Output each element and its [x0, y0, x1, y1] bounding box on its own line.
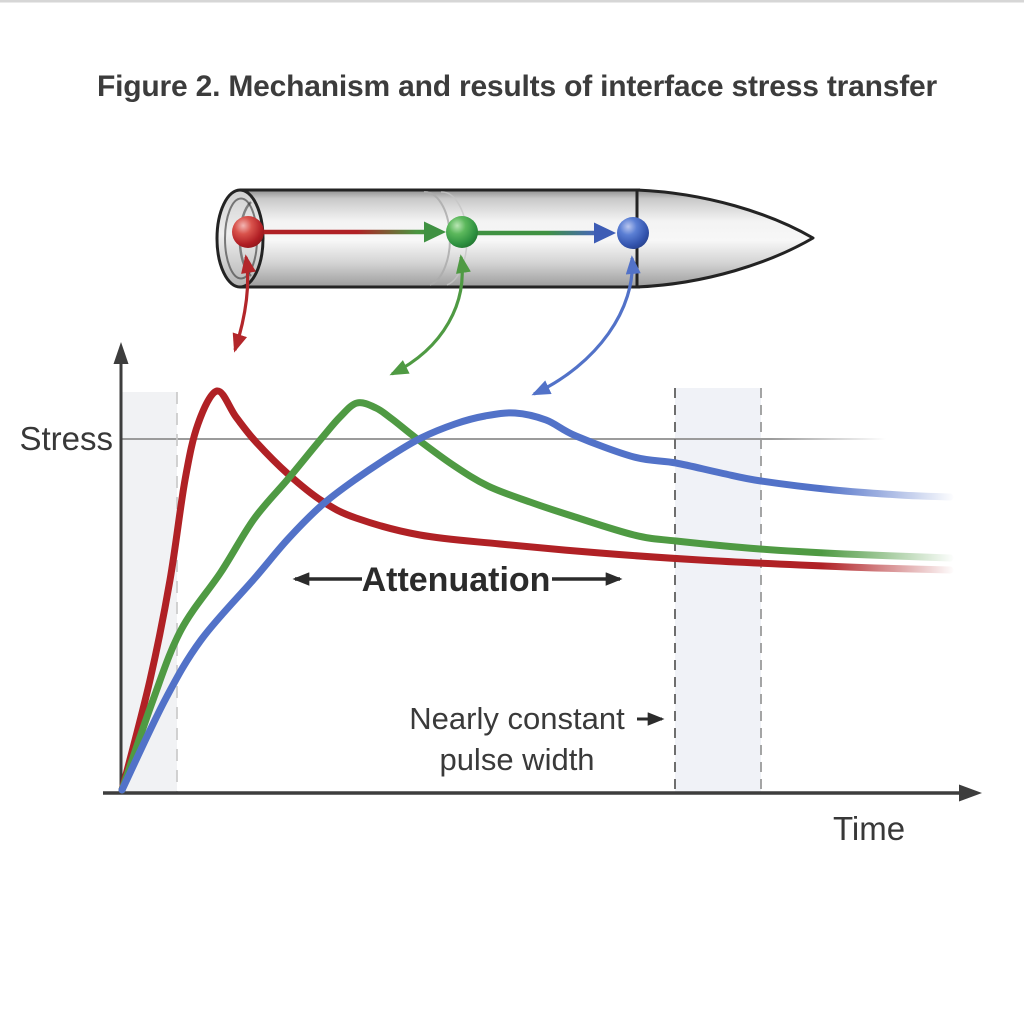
- figure-title: Figure 2. Mechanism and results of inter…: [97, 70, 937, 103]
- middle-wave-point: [446, 216, 478, 248]
- projectile-body: [240, 190, 637, 287]
- x-axis-arrowhead-icon: [959, 784, 982, 802]
- point-to-peak-connectors: [232, 254, 641, 396]
- projectile-schematic: [215, 188, 815, 289]
- rear-wave-point: [232, 216, 264, 248]
- top-border-line: [0, 0, 1024, 3]
- green-middle-pulse-curve: [118, 399, 954, 794]
- red-connector-arrow-icon: [232, 254, 256, 353]
- rear-to-middle-arrowhead-icon: [424, 221, 446, 243]
- pulse-width-label-line1: Nearly constant: [409, 701, 625, 736]
- x-axis-label: Time: [833, 810, 905, 847]
- blue-connector-arrow-icon: [531, 255, 641, 396]
- y-axis-arrowhead-icon: [113, 342, 129, 364]
- attenuation-label: Attenuation: [362, 561, 551, 599]
- stress-time-chart: [103, 342, 982, 802]
- middle-to-front-arrowhead-icon: [594, 222, 616, 244]
- pulse-width-label-line2: pulse width: [439, 742, 594, 777]
- projectile-nose-cone: [635, 188, 815, 289]
- green-connector-arrow-icon: [389, 254, 471, 376]
- front-wave-point: [617, 217, 649, 249]
- blue-front-pulse-curve: [118, 409, 954, 794]
- y-axis-label: Stress: [19, 420, 113, 457]
- red-rear-pulse-curve: [118, 387, 954, 794]
- pulse-width-shaded-band: [675, 388, 761, 793]
